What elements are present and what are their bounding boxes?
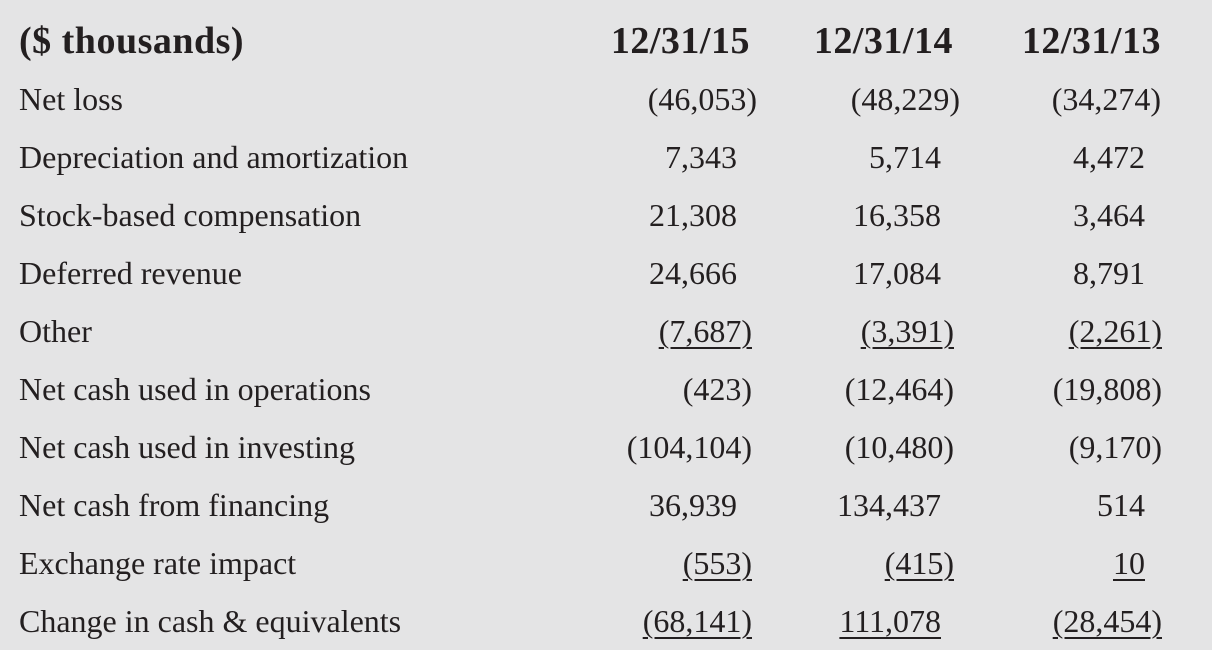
column-header-2015: 12/31/15 [610, 20, 750, 62]
table-row-depreciation: Depreciation and amortization 7,343 5,71… [0, 128, 1212, 186]
value-2015: 21,308 [649, 197, 737, 233]
row-label: Net cash used in investing [19, 429, 355, 465]
table-row-financing: Net cash from financing 36,939 134,437 5… [0, 476, 1212, 534]
value-2015: (423) [682, 371, 752, 407]
value-2014: (12,464) [844, 371, 954, 407]
units-header: ($ thousands) [19, 20, 245, 62]
table-row-stock-comp: Stock-based compensation 21,308 16,358 3… [0, 186, 1212, 244]
row-label: Depreciation and amortization [19, 139, 409, 175]
value-2014: 17,084 [853, 255, 941, 291]
value-2013: 4,472 [1073, 139, 1145, 175]
table-row-exchange-rate: Exchange rate impact (553) (415) 10 [0, 534, 1212, 592]
value-2015: 24,666 [649, 255, 737, 291]
value-2014: (48,229) [850, 81, 960, 117]
value-2014: 5,714 [869, 139, 941, 175]
table-row-deferred-revenue: Deferred revenue 24,666 17,084 8,791 [0, 244, 1212, 302]
column-header-2014: 12/31/14 [813, 20, 953, 62]
value-2014: (3,391) [860, 313, 954, 349]
value-2013: (19,808) [1052, 371, 1162, 407]
table-row-net-loss: Net loss (46,053) (48,229) (34,274) [0, 70, 1212, 128]
value-2013: 8,791 [1073, 255, 1145, 291]
row-label: Net loss [19, 81, 123, 117]
value-2013: 514 [1097, 487, 1145, 523]
value-2015: (68,141) [642, 603, 752, 639]
table-row-change-in-cash: Change in cash & equivalents (68,141) 11… [0, 592, 1212, 650]
value-2015: 7,343 [665, 139, 737, 175]
column-header-2013: 12/31/13 [1021, 20, 1161, 62]
table-header-row: ($ thousands) 12/31/15 12/31/14 12/31/13 [0, 12, 1212, 70]
value-2013: (2,261) [1068, 313, 1162, 349]
table-row-investing: Net cash used in investing (104,104) (10… [0, 418, 1212, 476]
row-label: Stock-based compensation [19, 197, 362, 233]
value-2013: (9,170) [1068, 429, 1162, 465]
value-2015: (7,687) [658, 313, 752, 349]
value-2014: 16,358 [853, 197, 941, 233]
row-label: Exchange rate impact [19, 545, 297, 581]
row-label: Net cash from financing [19, 487, 330, 523]
row-label: Deferred revenue [19, 255, 242, 291]
value-2015: (553) [682, 545, 752, 581]
value-2014: 111,078 [839, 603, 941, 639]
value-2015: (46,053) [647, 81, 757, 117]
value-2013: 10 [1113, 545, 1145, 581]
row-label: Other [19, 313, 92, 349]
row-label: Change in cash & equivalents [19, 603, 402, 639]
value-2013: (34,274) [1051, 81, 1161, 117]
value-2013: 3,464 [1073, 197, 1145, 233]
value-2015: 36,939 [649, 487, 737, 523]
value-2015: (104,104) [626, 429, 752, 465]
table-row-other: Other (7,687) (3,391) (2,261) [0, 302, 1212, 360]
value-2013: (28,454) [1052, 603, 1162, 639]
table-row-operations: Net cash used in operations (423) (12,46… [0, 360, 1212, 418]
value-2014: (10,480) [844, 429, 954, 465]
value-2014: 134,437 [837, 487, 941, 523]
row-label: Net cash used in operations [19, 371, 371, 407]
value-2014: (415) [884, 545, 954, 581]
